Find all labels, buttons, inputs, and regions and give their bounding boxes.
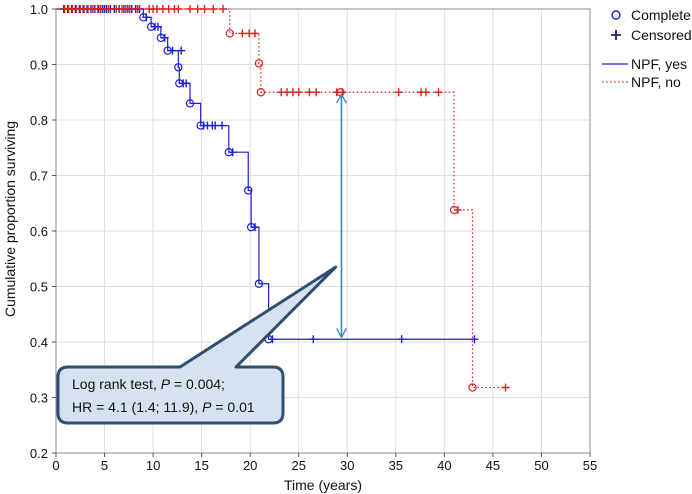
complete-mark bbox=[185, 99, 195, 108]
complete-mark bbox=[254, 59, 264, 68]
annotation-line-1-p: P bbox=[161, 376, 171, 392]
annotation-line-1-suffix: = 0.004; bbox=[170, 376, 225, 392]
legend-censored-marker bbox=[611, 30, 621, 40]
censored-mark bbox=[104, 5, 113, 13]
legend-censored-label: Censored bbox=[631, 27, 692, 43]
complete-mark bbox=[196, 121, 205, 130]
y-tick-label: 0.6 bbox=[30, 224, 48, 239]
censored-mark bbox=[312, 88, 321, 97]
censored-mark bbox=[133, 5, 142, 13]
x-axis-label: Time (years) bbox=[284, 477, 362, 493]
x-tick-label: 10 bbox=[146, 458, 160, 473]
annotation-line-2: HR = 4.1 (1.4; 11.9), P = 0.01 bbox=[72, 399, 255, 415]
y-tick-label: 0.9 bbox=[30, 58, 48, 73]
censored-mark bbox=[294, 88, 303, 97]
complete-mark bbox=[163, 46, 172, 55]
complete-mark bbox=[139, 13, 148, 22]
complete-mark bbox=[254, 279, 264, 288]
censored-mark bbox=[185, 5, 194, 13]
legend-complete-label: Complete bbox=[631, 7, 691, 23]
x-tick-label: 45 bbox=[486, 458, 500, 473]
censored-mark bbox=[238, 29, 247, 38]
x-tick-label: 5 bbox=[101, 458, 108, 473]
y-tick-label: 0.2 bbox=[30, 446, 48, 461]
grid bbox=[55, 8, 591, 454]
y-tick-label: 0.7 bbox=[30, 169, 48, 184]
annotation-line-2-p: P bbox=[202, 399, 212, 415]
complete-mark bbox=[244, 186, 253, 195]
annotation-line-1: Log rank test, P = 0.004; bbox=[72, 376, 225, 392]
x-tick-label: 50 bbox=[534, 458, 548, 473]
x-tick-label: 30 bbox=[340, 458, 354, 473]
censored-mark bbox=[470, 335, 479, 344]
censored-mark bbox=[394, 88, 403, 97]
censored-mark bbox=[96, 5, 105, 13]
legend-npf-yes-label: NPF, yes bbox=[631, 56, 687, 72]
complete-mark bbox=[174, 63, 183, 72]
censored-mark bbox=[209, 5, 218, 13]
legend-npf-no-label: NPF, no bbox=[631, 74, 681, 90]
complete-mark bbox=[175, 79, 184, 88]
censored-mark bbox=[211, 121, 220, 130]
complete-mark bbox=[224, 147, 234, 157]
y-tick-label: 0.5 bbox=[30, 280, 48, 295]
y-tick-label: 0.8 bbox=[30, 113, 48, 128]
complete-mark bbox=[225, 29, 234, 38]
x-tick-label: 40 bbox=[437, 458, 451, 473]
complete-mark bbox=[146, 22, 156, 31]
complete-mark bbox=[156, 33, 166, 43]
complete-mark bbox=[449, 205, 459, 215]
x-tick-label: 15 bbox=[194, 458, 208, 473]
annotation-line-2-suffix: = 0.01 bbox=[211, 399, 254, 415]
annotation-line-2-prefix: HR = 4.1 (1.4; 11.9), bbox=[72, 399, 202, 415]
x-axis-ticks: 0 5 10 15 20 25 30 35 40 45 50 55 bbox=[52, 453, 597, 473]
censored-mark bbox=[218, 121, 227, 130]
legend-complete-marker bbox=[611, 10, 621, 20]
y-tick-label: 1.0 bbox=[30, 2, 48, 17]
x-tick-label: 35 bbox=[389, 458, 403, 473]
censored-mark bbox=[309, 335, 318, 344]
censored-mark bbox=[421, 88, 430, 97]
complete-mark bbox=[256, 88, 266, 97]
x-tick-label: 0 bbox=[52, 458, 59, 473]
annotation-callout bbox=[56, 265, 338, 425]
complete-mark bbox=[468, 383, 477, 392]
censored-mark bbox=[501, 383, 510, 392]
y-tick-label: 0.3 bbox=[30, 391, 48, 406]
x-tick-label: 20 bbox=[243, 458, 257, 473]
censored-mark bbox=[397, 335, 406, 344]
censored-mark bbox=[168, 46, 177, 55]
censored-mark bbox=[174, 5, 183, 13]
x-tick-label: 25 bbox=[291, 458, 305, 473]
censored-mark bbox=[251, 29, 260, 38]
y-axis-label: Cumulative proportion surviving bbox=[2, 121, 18, 317]
censored-mark bbox=[193, 5, 202, 13]
legend: Complete Censored NPF, yes NPF, no bbox=[602, 7, 692, 90]
censored-mark bbox=[218, 5, 227, 13]
x-tick-label: 55 bbox=[583, 458, 597, 473]
censored-mark bbox=[305, 88, 314, 97]
censored-mark bbox=[200, 5, 209, 13]
censored-mark bbox=[434, 88, 443, 97]
censored-mark bbox=[177, 46, 186, 55]
y-tick-label: 0.4 bbox=[30, 335, 48, 350]
censored-mark bbox=[125, 5, 134, 13]
y-axis-ticks: 0.2 0.3 0.4 0.5 0.6 0.7 0.8 0.9 1.0 bbox=[30, 2, 56, 461]
complete-mark bbox=[246, 222, 256, 232]
annotation-line-1-prefix: Log rank test, bbox=[72, 376, 161, 392]
